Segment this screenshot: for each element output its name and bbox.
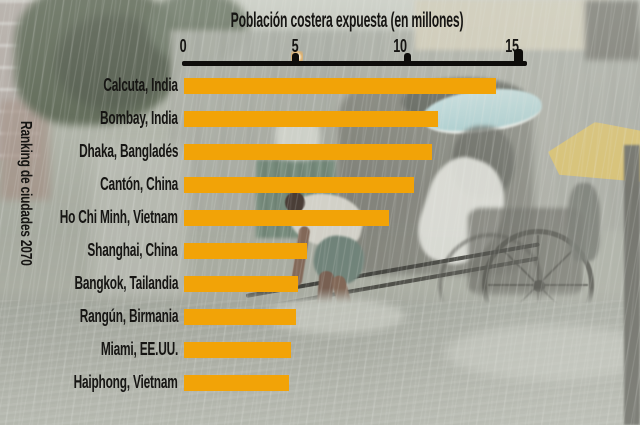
- bar: [184, 243, 307, 259]
- x-axis-line: [182, 61, 527, 66]
- x-tick-label: 10: [393, 36, 407, 56]
- bar: [184, 78, 497, 94]
- bar-label: Rangún, Birmania: [79, 306, 179, 327]
- dark-corner-topright: [585, 0, 640, 60]
- x-tick-label: 5: [291, 36, 298, 56]
- bystander: [568, 183, 600, 261]
- bar: [184, 210, 390, 226]
- bar-label: Bombay, India: [100, 108, 178, 129]
- bar-label: Cantón, China: [100, 174, 178, 195]
- bar-label: Miami, EE.UU.: [100, 339, 179, 360]
- bar-label: Shanghai, China: [87, 240, 178, 261]
- puller-head: [285, 192, 305, 213]
- bar: [184, 342, 292, 358]
- bar: [184, 276, 298, 292]
- bar: [184, 375, 289, 391]
- bar-label: Calcuta, India: [103, 75, 179, 96]
- x-tick-mark: [514, 49, 523, 62]
- chart-title: Población costera expuesta (en millones): [230, 9, 464, 32]
- bar-label: Dhaka, Bangladés: [78, 141, 178, 162]
- bar: [184, 309, 296, 325]
- x-tick-label: 0: [179, 36, 187, 56]
- bar-label: Bangkok, Tailandia: [74, 273, 178, 294]
- bar-label: Haiphong, Vietnam: [73, 372, 178, 393]
- x-tick-mark: [292, 53, 299, 62]
- bar-label: Ho Chi Minh, Vietnam: [60, 207, 178, 228]
- water-splash-right: [445, 325, 640, 380]
- right-edge-shadow: [624, 145, 640, 425]
- bar: [184, 144, 432, 160]
- bar: [184, 177, 414, 193]
- y-axis-label: Ranking de ciudades 2070: [17, 121, 34, 266]
- building-cream: [415, 0, 610, 50]
- x-tick-mark: [403, 53, 411, 62]
- bar: [184, 111, 439, 127]
